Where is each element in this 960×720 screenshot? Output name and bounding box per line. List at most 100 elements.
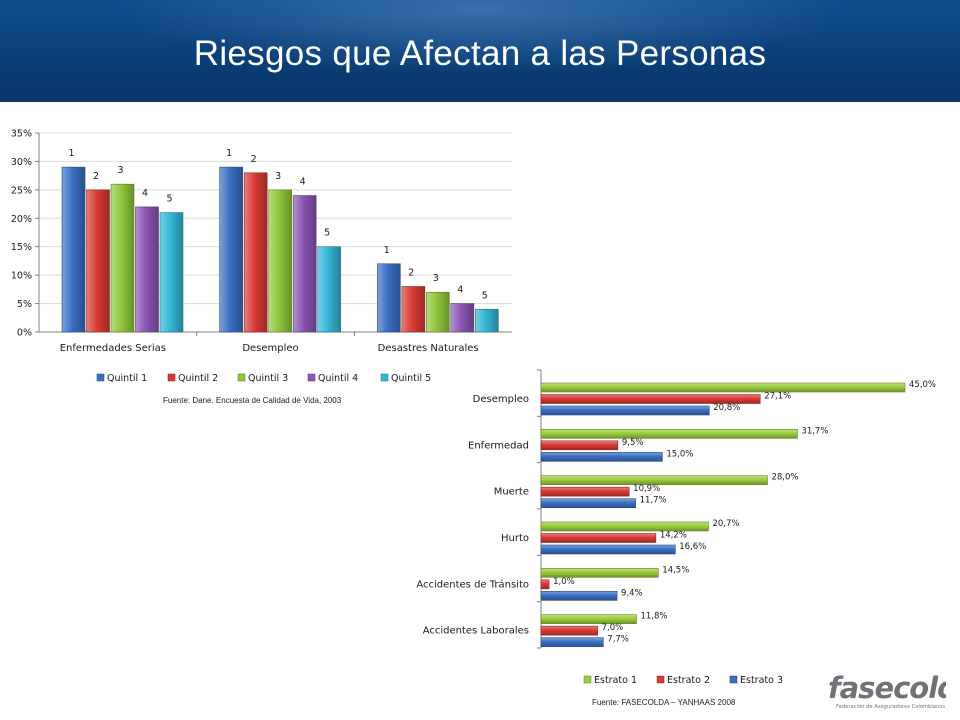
chart2-data-label: 7,7% [607,635,629,645]
chart1-bar [61,166,86,333]
chart1-legend-label: Quintil 3 [248,373,288,384]
chart1-data-label: 3 [117,165,123,176]
chart1-legend-label: Quintil 5 [391,373,431,384]
chart1-bar [426,291,450,333]
svg-text:Federación de Aseguradores Col: Federación de Aseguradores Colombianos [836,703,945,710]
chart2-bar [540,429,798,439]
chart2-data-label: 7,0% [602,623,624,633]
chart1-y-tick-label: 5% [17,299,32,310]
chart2-bar [540,382,906,393]
chart2-bar [540,625,598,636]
chart2-category-label: Hurto [501,533,529,544]
chart2-bar [540,533,657,543]
chart1-bar [377,263,401,333]
chart2-data-label: 27,1% [764,392,791,402]
chart2-bar [540,452,663,462]
chart1-legend-label: Quintil 1 [107,373,147,384]
chart2-data-label: 20,8% [713,403,740,413]
chart1-data-label: 5 [482,290,488,301]
chart1-bar [219,166,243,333]
chart1-category-label: Desempleo [242,343,298,354]
chart1-data-label: 4 [142,188,148,199]
chart2-data-label: 9,5% [622,438,644,448]
chart1-data-label: 5 [324,228,330,239]
chart1-legend-swatch [380,373,389,382]
chart1-legend-swatch [167,373,176,382]
chart2-data-label: 9,4% [621,588,643,598]
chart1-bar [243,172,268,333]
chart2-bar [540,568,659,578]
chart2-data-label: 11,7% [640,496,667,506]
chart2-bar [540,579,550,590]
chart2-data-label: 14,2% [660,531,687,541]
chart1-data-label: 1 [68,148,74,159]
fasecolda-logo: fasecolda Federación de Aseguradores Col… [828,671,946,710]
chart1-data-label: 3 [433,273,439,284]
chart2-bar [540,614,637,624]
chart2-data-label: 16,6% [679,542,706,552]
page-title: Riesgos que Afectan a las Personas [193,34,767,73]
chart2-source: Fuente: FASECOLDA – YANHAAS 2008 [592,698,736,707]
chart1-y-tick-label: 35% [11,129,32,140]
chart2-bar [540,405,710,416]
chart1-data-label: 1 [226,148,232,159]
chart2-category-label: Accidentes de Tránsito [416,578,529,590]
chart1-data-label: 1 [384,245,390,256]
chart2-data-label: 15,0% [666,449,693,459]
chart1-data-label: 3 [275,171,281,182]
banner-glow [0,0,960,102]
chart1-data-label: 4 [300,177,306,188]
chart2-bar [540,486,630,497]
chart2-category-label: Muerte [494,487,529,498]
chart1-legend-label: Quintil 4 [318,373,358,384]
chart1-bar [292,195,317,333]
chart1-y-tick-label: 30% [11,157,32,168]
title-banner: Riesgos que Afectan a las Personas [0,0,960,102]
chart1-bar [450,303,475,333]
chart1-plot-area [39,133,512,332]
chart2-bar [540,498,636,508]
chart2-data-label: 28,0% [771,473,798,483]
chart1-bar [135,206,159,333]
chart2-legend-swatch [729,675,738,684]
chart1-source: Fuente: Dane. Encuesta de Calidad de Vid… [163,396,342,405]
chart2-legend-label: Estrato 2 [667,675,710,686]
chart1-data-label: 2 [251,154,257,165]
chart1-bar [401,286,426,333]
chart1-data-label: 5 [166,194,172,205]
chart2-data-label: 45,0% [909,380,936,390]
chart2-bar [540,637,604,647]
chart2-legend-label: Estrato 3 [740,675,783,686]
chart2-data-label: 31,7% [801,426,828,436]
chart2-data-label: 20,7% [712,519,739,529]
chart2-data-label: 10,9% [633,484,660,494]
chart1-legend-swatch [96,373,105,382]
chart1-legend-swatch [307,373,316,382]
chart1-bar [159,212,184,333]
chart1-data-label: 2 [93,171,99,182]
chart1-legend-label: Quintil 2 [178,373,218,384]
chart1-bar [475,308,499,333]
chart2-data-label: 1,0% [553,577,575,587]
chart1-data-label: 4 [457,285,463,296]
chart1-y-tick-label: 10% [11,271,32,282]
chart1-y-tick-label: 0% [17,328,32,339]
svg-text:fasecolda: fasecolda [828,671,946,705]
chart2-category-label: Desempleo [473,394,529,405]
chart2-bar [540,440,619,451]
chart2-bar [540,475,768,485]
chart2-data-label: 14,5% [662,565,689,575]
chart2-legend-swatch [583,675,592,684]
chart2-legend-swatch [656,675,665,684]
chart2-bar [540,521,709,532]
chart1-data-label: 2 [408,268,414,279]
chart1-bar [86,189,110,333]
chart1-bar [110,183,135,333]
chart1-y-tick-label: 20% [11,214,32,225]
chart2-data-label: 11,8% [640,612,667,622]
chart1-bar [317,246,341,333]
chart2-category-label: Accidentes Laborales [423,626,529,637]
chart1-bar [268,189,292,333]
chart1-category-label: Enfermedades Serias [60,343,166,354]
